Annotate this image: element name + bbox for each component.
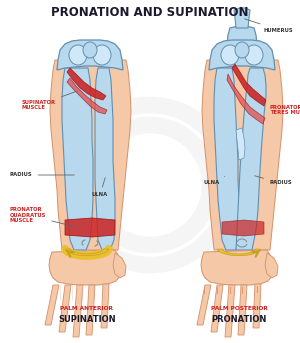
Polygon shape <box>236 128 245 160</box>
Text: HUMERUS: HUMERUS <box>244 19 294 33</box>
Polygon shape <box>227 25 257 52</box>
Polygon shape <box>234 8 250 28</box>
Polygon shape <box>67 78 107 114</box>
Polygon shape <box>197 285 211 325</box>
Polygon shape <box>217 249 261 256</box>
Text: SUPINATION: SUPINATION <box>58 316 116 324</box>
Polygon shape <box>65 218 115 237</box>
Polygon shape <box>225 285 235 337</box>
Polygon shape <box>265 253 278 278</box>
Polygon shape <box>113 253 126 278</box>
Polygon shape <box>232 64 266 106</box>
Polygon shape <box>236 68 266 250</box>
Polygon shape <box>202 60 283 250</box>
Polygon shape <box>59 285 71 332</box>
Polygon shape <box>222 220 264 236</box>
Ellipse shape <box>221 45 239 65</box>
Polygon shape <box>214 68 239 250</box>
Text: PRONATOR
TERES MUSCLE: PRONATOR TERES MUSCLE <box>261 103 300 115</box>
Polygon shape <box>95 68 115 250</box>
Ellipse shape <box>69 45 87 65</box>
Text: RADIUS: RADIUS <box>255 176 292 186</box>
Polygon shape <box>62 68 93 250</box>
Polygon shape <box>65 249 109 256</box>
Ellipse shape <box>245 45 263 65</box>
Text: RADIUS: RADIUS <box>10 173 74 177</box>
Text: PRONATOR
QUADRATUS
MUSCLE: PRONATOR QUADRATUS MUSCLE <box>10 207 77 227</box>
Text: ULNA: ULNA <box>204 176 225 186</box>
Polygon shape <box>227 74 265 124</box>
Ellipse shape <box>235 42 249 58</box>
Text: PRONATION AND SUPINATION: PRONATION AND SUPINATION <box>51 5 249 19</box>
Polygon shape <box>49 250 121 285</box>
Ellipse shape <box>83 42 97 58</box>
Text: SUPINATOR
MUSCLE: SUPINATOR MUSCLE <box>22 91 77 110</box>
Polygon shape <box>211 285 223 332</box>
Polygon shape <box>67 68 106 100</box>
Text: PALM ANTERIOR: PALM ANTERIOR <box>61 306 113 310</box>
Polygon shape <box>201 250 273 285</box>
Polygon shape <box>57 40 123 70</box>
Polygon shape <box>45 285 59 325</box>
Polygon shape <box>238 285 247 335</box>
Text: PALM POSTERIOR: PALM POSTERIOR <box>211 306 267 310</box>
Polygon shape <box>253 284 261 328</box>
Text: ULNA: ULNA <box>92 178 108 198</box>
Ellipse shape <box>93 45 111 65</box>
Polygon shape <box>101 284 109 328</box>
Polygon shape <box>209 40 275 70</box>
Polygon shape <box>86 285 95 335</box>
Text: PRONATION: PRONATION <box>211 316 267 324</box>
Polygon shape <box>50 60 131 250</box>
Polygon shape <box>73 285 83 337</box>
